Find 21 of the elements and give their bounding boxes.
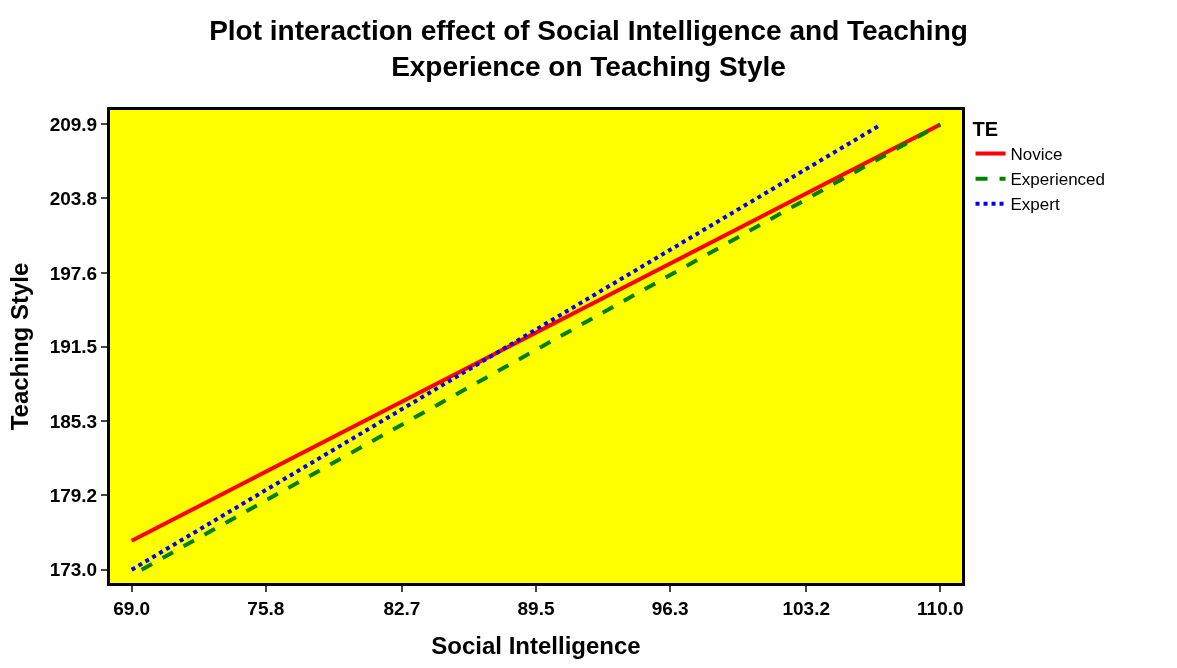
chart-title: Plot interaction effect of Social Intelligence and Teaching Experience on Teaching Style [209,15,968,83]
x-tick-label: 75.8 [247,597,285,619]
legend-title: TE [972,118,999,140]
x-axis-title: Social Intelligence [431,632,641,660]
y-tick-label: 185.3 [49,410,98,432]
legend-label: Expert [1010,195,1060,215]
y-tick-label: 209.9 [49,114,98,136]
y-axis-title: Teaching Style [5,262,33,431]
legend-label: Novice [1010,145,1063,165]
x-tick-label: 103.2 [782,597,830,619]
legend-label: Experienced [1010,170,1106,190]
y-tick-label: 173.0 [49,559,98,581]
x-tick-label: 89.5 [517,597,555,619]
x-tick-label: 69.0 [113,597,151,619]
y-tick-label: 197.6 [49,262,98,284]
y-tick-label: 203.8 [49,187,98,209]
x-tick-label: 82.7 [383,597,421,619]
x-tick-label: 110.0 [917,597,964,619]
x-tick-label: 96.3 [651,597,689,619]
y-tick-label: 191.5 [49,336,98,358]
y-tick-label: 179.2 [49,484,98,506]
